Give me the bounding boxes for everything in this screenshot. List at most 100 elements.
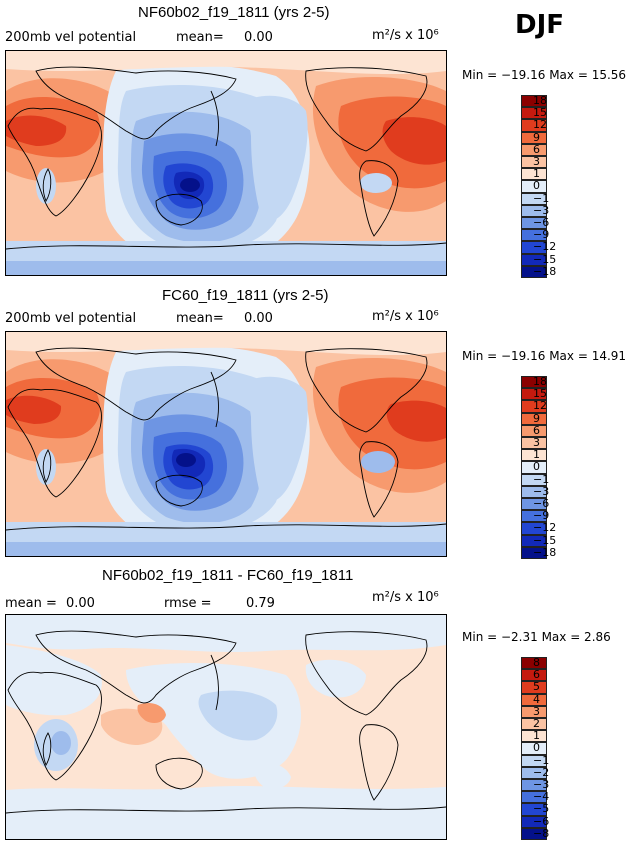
colorbar-swatch [521, 766, 547, 779]
panel3-map [5, 614, 447, 840]
colorbar-tick-label: −3 [533, 203, 550, 217]
colorbar-swatch [521, 131, 547, 144]
colorbar-swatch [521, 168, 547, 181]
colorbar-swatch [521, 742, 547, 755]
colorbar-swatch [521, 803, 547, 816]
colorbar-tick-label: 6 [533, 423, 540, 437]
colorbar-swatch [521, 217, 547, 230]
colorbar-swatch [521, 107, 547, 120]
panel1-units: m²/s x 10⁶ [372, 28, 439, 43]
colorbar-tick-label: 2 [533, 717, 540, 730]
colorbar-swatch [521, 705, 547, 718]
colorbar-tick-label: −15 [533, 252, 557, 266]
colorbar-tick-label: 0 [533, 179, 540, 193]
panel1-coastlines [6, 66, 446, 250]
colorbar-tick-label: −12 [533, 521, 557, 535]
colorbar-swatch [521, 156, 547, 169]
colorbar-swatch [521, 461, 547, 474]
panel1-minmax: Min = −19.16 Max = 15.56 [462, 68, 627, 82]
colorbar-swatch [521, 388, 547, 401]
colorbar-swatch [521, 791, 547, 804]
colorbar-tick-label: 12 [533, 118, 547, 132]
colorbar-tick-label: 12 [533, 399, 547, 413]
colorbar-tick-label: 15 [533, 387, 547, 401]
panel2-coastlines [6, 347, 446, 531]
panel3-rmse-label: rmse = [164, 596, 212, 611]
colorbar-swatch [521, 376, 547, 389]
panel2-contours [6, 332, 446, 556]
colorbar-swatch [521, 815, 547, 828]
panel1-map [5, 50, 447, 276]
colorbar-tick-label: 4 [533, 692, 540, 706]
colorbar-tick-label: −4 [533, 790, 550, 804]
colorbar-swatch [521, 241, 547, 254]
panel2-mean-value: 0.00 [244, 311, 273, 326]
colorbar-tick-label: 3 [533, 704, 540, 718]
colorbar-tick-label: 9 [533, 130, 540, 144]
panel2-minmax: Min = −19.16 Max = 14.91 [462, 349, 627, 363]
panel3-mean-value: 0.00 [66, 596, 95, 611]
colorbar-swatch [521, 253, 547, 266]
panel3-coastlines [6, 630, 446, 814]
colorbar-swatch [521, 437, 547, 450]
panel2-units: m²/s x 10⁶ [372, 309, 439, 324]
colorbar-tick-label: 3 [533, 155, 540, 168]
colorbar-tick-label: −1 [533, 472, 550, 486]
colorbar-swatch [521, 485, 547, 498]
colorbar-swatch [521, 546, 547, 559]
colorbar-tick-label: −5 [533, 802, 550, 816]
colorbar-tick-label: −3 [533, 484, 550, 498]
colorbar-swatch [521, 522, 547, 535]
colorbar-swatch [521, 473, 547, 486]
colorbar-swatch [521, 265, 547, 278]
colorbar-tick-label: −8 [533, 826, 550, 840]
colorbar-tick-label: 9 [533, 411, 540, 425]
colorbar-swatch [521, 669, 547, 682]
colorbar-tick-label: 8 [533, 656, 540, 669]
colorbar-tick-label: −9 [533, 509, 550, 523]
colorbar-tick-label: 6 [533, 142, 540, 156]
colorbar-tick-label: 15 [533, 106, 547, 120]
colorbar-tick-label: −6 [533, 814, 550, 828]
colorbar-tick-label: 18 [533, 94, 547, 107]
colorbar-swatch [521, 534, 547, 547]
colorbar-tick-label: −18 [533, 545, 557, 559]
panel1-mean-value: 0.00 [244, 30, 273, 45]
panel3-units: m²/s x 10⁶ [372, 590, 439, 605]
colorbar-tick-label: 0 [533, 460, 540, 474]
colorbar-tick-label: −9 [533, 228, 550, 242]
panel3-title: NF60b02_f19_1811 - FC60_f19_1811 [102, 567, 354, 584]
panel1-mean-label: mean= [176, 30, 224, 45]
colorbar-tick-label: 0 [533, 741, 540, 755]
colorbar-tick-label: 1 [533, 167, 540, 181]
colorbar-tick-label: −15 [533, 533, 557, 547]
colorbar-tick-label: −6 [533, 497, 550, 510]
colorbar-tick-label: 5 [533, 680, 540, 694]
colorbar-tick-label: −3 [533, 778, 550, 791]
panel1-field-label: 200mb vel potential [5, 30, 137, 45]
colorbar-swatch [521, 424, 547, 437]
colorbar-tick-label: −6 [533, 216, 550, 229]
colorbar-swatch [521, 119, 547, 132]
colorbar-swatch [521, 95, 547, 108]
colorbar-tick-label: −18 [533, 264, 557, 278]
colorbar-swatch [521, 754, 547, 767]
colorbar-swatch [521, 718, 547, 731]
panel1-title: NF60b02_f19_1811 (yrs 2-5) [138, 4, 330, 21]
colorbar-swatch [521, 143, 547, 156]
panel3-rmse-value: 0.79 [246, 596, 275, 611]
colorbar-tick-label: 3 [533, 436, 540, 449]
colorbar-swatch [521, 730, 547, 743]
colorbar-swatch [521, 510, 547, 523]
colorbar-swatch [521, 657, 547, 670]
colorbar-swatch [521, 180, 547, 193]
colorbar-tick-label: 18 [533, 375, 547, 388]
colorbar-swatch [521, 693, 547, 706]
colorbar-swatch [521, 229, 547, 242]
panel1-contours [6, 51, 446, 275]
colorbar-swatch [521, 412, 547, 425]
colorbar-tick-label: −1 [533, 191, 550, 205]
colorbar-swatch [521, 779, 547, 792]
panel2-mean-label: mean= [176, 311, 224, 326]
panel3-minmax: Min = −2.31 Max = 2.86 [462, 630, 611, 644]
